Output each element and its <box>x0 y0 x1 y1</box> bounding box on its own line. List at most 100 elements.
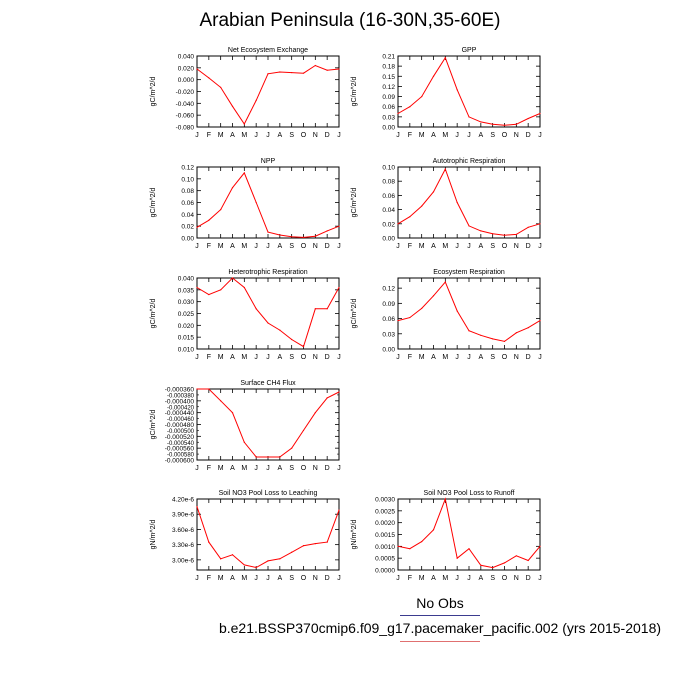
x-tick-label: J <box>396 132 400 139</box>
panel-ylabel: gC/m^2/d <box>351 77 358 107</box>
data-point <box>338 286 340 289</box>
x-tick-label: F <box>408 575 412 582</box>
data-point <box>527 226 529 228</box>
y-tick-label: 0.0020 <box>375 520 395 527</box>
data-point <box>220 400 222 402</box>
data-point <box>480 564 482 566</box>
panel-8: Soil NO3 Pool Loss to Leaching gN/m^2/d 3.… <box>150 490 341 582</box>
data-point <box>314 235 316 237</box>
x-tick-label: M <box>419 132 425 139</box>
x-tick-label: N <box>514 354 519 361</box>
x-tick-label: S <box>490 354 495 361</box>
data-point <box>527 559 529 562</box>
x-tick-label: F <box>207 354 211 361</box>
panel-title: Soil NO3 Pool Loss to Runoff <box>424 490 515 497</box>
y-tick-label: 3.60e-6 <box>172 527 194 534</box>
x-tick-label: J <box>396 575 400 582</box>
data-point <box>220 558 222 560</box>
x-tick-label: A <box>431 354 436 361</box>
x-tick-label: N <box>313 465 318 472</box>
data-point <box>231 187 234 189</box>
data-point <box>456 201 458 204</box>
data-point <box>338 225 340 227</box>
data-point <box>255 456 257 458</box>
x-tick-label: F <box>408 243 412 250</box>
x-tick-label: J <box>337 132 341 139</box>
data-point <box>196 506 198 508</box>
data-point <box>291 236 293 238</box>
x-tick-label: A <box>478 132 483 139</box>
y-tick-label: -0.000520 <box>165 434 195 441</box>
x-tick-label: M <box>442 243 448 250</box>
data-point <box>527 327 529 329</box>
y-tick-label: -0.000440 <box>165 410 195 417</box>
y-tick-label: 0.040 <box>178 276 195 283</box>
x-tick-label: J <box>337 465 341 472</box>
x-tick-label: J <box>467 575 471 582</box>
data-point <box>279 329 281 331</box>
x-tick-label: J <box>195 354 199 361</box>
x-tick-label: M <box>442 354 448 361</box>
x-tick-label: D <box>325 354 330 361</box>
data-point <box>338 391 340 393</box>
y-tick-label: 0.06 <box>181 200 194 207</box>
y-tick-label: -0.080 <box>176 125 195 132</box>
x-tick-label: M <box>218 243 224 250</box>
y-tick-label: 0.06 <box>382 193 395 200</box>
data-point <box>515 233 517 236</box>
data-point <box>208 388 210 390</box>
y-tick-label: 0.02 <box>181 224 194 231</box>
y-tick-label: 0.09 <box>382 301 395 308</box>
x-tick-label: S <box>289 243 294 250</box>
panel-frame <box>196 388 340 461</box>
data-point <box>515 332 517 334</box>
data-point <box>291 551 293 553</box>
panel-ylabel: gN/m^2/d <box>351 520 358 550</box>
y-tick-label: -0.000600 <box>165 458 195 465</box>
data-point <box>503 340 506 342</box>
y-tick-label: 0.0025 <box>375 508 395 515</box>
x-tick-label: N <box>514 132 519 139</box>
x-tick-label: J <box>266 354 270 361</box>
x-tick-label: A <box>431 243 436 250</box>
data-point <box>480 121 482 123</box>
y-tick-label: 0.03 <box>382 114 395 121</box>
data-point <box>243 123 245 125</box>
legend-obs-label: No Obs <box>416 595 464 611</box>
data-point <box>314 543 316 545</box>
panel-frame <box>397 277 541 350</box>
x-tick-label: D <box>325 465 330 472</box>
data-point <box>444 57 446 59</box>
x-tick-label: S <box>490 132 495 139</box>
x-tick-label: M <box>218 132 224 139</box>
y-tick-label: 0.10 <box>181 176 194 183</box>
data-point <box>208 293 210 296</box>
x-tick-label: M <box>218 465 224 472</box>
y-tick-label: 0.15 <box>382 74 395 81</box>
data-point <box>397 320 399 322</box>
x-tick-label: J <box>538 354 542 361</box>
panel-frame <box>397 166 541 239</box>
y-minor-tick-label: -0.000460 <box>167 417 195 423</box>
data-point <box>492 233 494 235</box>
panel-title: Soil NO3 Pool Loss to Leaching <box>219 490 318 497</box>
data-point <box>456 557 458 559</box>
data-point <box>492 567 494 569</box>
panel-title: GPP <box>462 47 477 54</box>
data-point <box>196 226 198 228</box>
panel-frame <box>196 166 340 239</box>
series-line <box>197 388 340 458</box>
data-point <box>208 541 210 543</box>
data-point <box>432 191 435 193</box>
data-point <box>468 225 470 227</box>
y-tick-label: -0.000360 <box>165 387 195 394</box>
data-point <box>515 123 517 125</box>
panel-7: Surface CH4 FluxgC/m^2/d-0.000580-0.0005… <box>150 380 341 472</box>
x-tick-label: A <box>230 132 235 139</box>
x-tick-label: J <box>266 132 270 139</box>
y-tick-label: 0.0000 <box>375 568 395 575</box>
data-point <box>326 69 328 71</box>
x-tick-label: J <box>467 132 471 139</box>
data-point <box>326 230 328 232</box>
panel-2: GPP gC/m^2/d 0.00 0.03 0.06 0.09 0.12 0.15 0.18 0… <box>351 47 542 139</box>
